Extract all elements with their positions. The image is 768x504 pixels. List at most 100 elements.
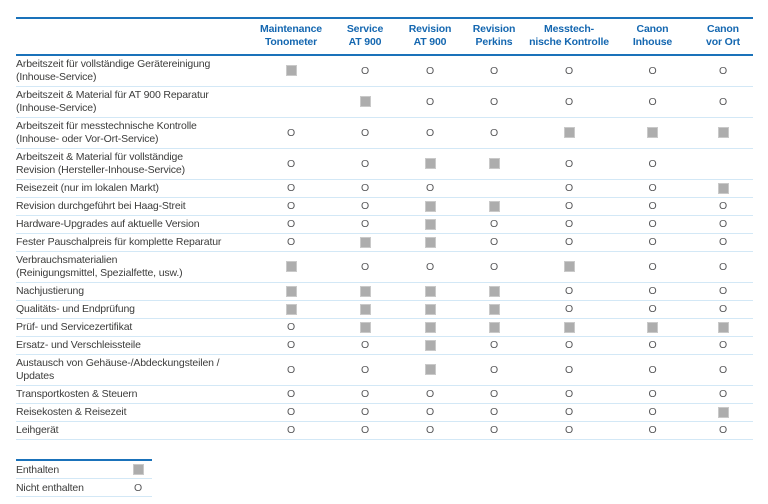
cell xyxy=(462,197,526,216)
not-included-symbol: O xyxy=(693,336,753,355)
cell xyxy=(398,318,462,337)
cell xyxy=(462,282,526,301)
not-included-symbol: O xyxy=(250,421,332,440)
cell xyxy=(462,148,526,180)
not-included-symbol: O xyxy=(250,403,332,422)
not-included-symbol: O xyxy=(462,421,526,440)
included-square-icon xyxy=(285,303,297,315)
included-square-icon xyxy=(359,285,371,297)
not-included-symbol: O xyxy=(693,385,753,404)
corner-cell xyxy=(16,17,250,56)
cell xyxy=(332,282,398,301)
included-square-icon xyxy=(563,127,575,139)
empty-cell xyxy=(462,179,526,198)
table-row: Ersatz- und Verschleissteile O O O O O O xyxy=(16,336,753,355)
table-row: Hardware-Upgrades auf aktuelle Version O O… xyxy=(16,215,753,234)
included-square-icon xyxy=(424,364,436,376)
not-included-symbol: O xyxy=(332,148,398,180)
table-row: Revision durchgeführt bei Haag-Streit O O O… xyxy=(16,197,753,216)
not-included-symbol: O xyxy=(250,336,332,355)
not-included-symbol: O xyxy=(332,336,398,355)
included-square-icon xyxy=(488,158,500,170)
table-row: Leihgerät O O O O O O O xyxy=(16,421,753,440)
not-included-symbol: O xyxy=(526,403,612,422)
not-included-symbol: O xyxy=(693,251,753,283)
included-square-icon xyxy=(717,406,729,418)
not-included-symbol: O xyxy=(526,385,612,404)
row-label: Qualitäts- und Endprüfung xyxy=(16,300,250,319)
empty-cell xyxy=(250,86,332,118)
cell xyxy=(398,336,462,355)
table-body: Arbeitszeit für vollständige Gerätereini… xyxy=(16,55,753,440)
not-included-symbol: O xyxy=(612,251,693,283)
column-header-1: Maintenance Tonometer xyxy=(250,17,332,56)
included-square-icon xyxy=(717,321,729,333)
included-square-icon xyxy=(563,321,575,333)
not-included-symbol: O xyxy=(250,233,332,252)
table-row: Austausch von Gehäuse-/Abdeckungsteilen … xyxy=(16,354,753,386)
not-included-symbol: O xyxy=(612,148,693,180)
not-included-symbol: O xyxy=(612,385,693,404)
included-square-icon xyxy=(424,200,436,212)
column-header-6: Canon Inhouse xyxy=(612,17,693,56)
not-included-symbol: O xyxy=(612,403,693,422)
not-included-symbol: O xyxy=(693,300,753,319)
not-included-symbol: O xyxy=(526,336,612,355)
not-included-symbol: O xyxy=(526,354,612,386)
not-included-symbol: O xyxy=(462,385,526,404)
included-square-icon xyxy=(424,321,436,333)
cell xyxy=(693,318,753,337)
row-label: Austausch von Gehäuse-/Abdeckungsteilen … xyxy=(16,354,250,386)
not-included-symbol: O xyxy=(526,148,612,180)
row-label: Reisezeit (nur im lokalen Markt) xyxy=(16,179,250,198)
column-header-4: Revision Perkins xyxy=(462,17,526,56)
not-included-symbol: O xyxy=(398,421,462,440)
cell xyxy=(398,282,462,301)
table-row: Arbeitszeit & Material für vollständige … xyxy=(16,148,753,180)
not-included-symbol: O xyxy=(250,148,332,180)
included-square-icon xyxy=(359,321,371,333)
row-label: Fester Pauschalpreis für komplette Repar… xyxy=(16,233,250,252)
row-label: Verbrauchsmaterialien (Reinigungsmittel,… xyxy=(16,251,250,283)
row-label: Arbeitszeit & Material für AT 900 Repara… xyxy=(16,86,250,118)
cell xyxy=(693,117,753,149)
cell xyxy=(398,148,462,180)
not-included-symbol: O xyxy=(332,117,398,149)
not-included-symbol: O xyxy=(612,421,693,440)
cell xyxy=(612,318,693,337)
cell xyxy=(526,251,612,283)
included-square-icon xyxy=(424,339,436,351)
not-included-symbol: O xyxy=(693,421,753,440)
included-square-icon xyxy=(424,236,436,248)
not-included-symbol: O xyxy=(612,197,693,216)
not-included-symbol: O xyxy=(398,385,462,404)
cell xyxy=(693,403,753,422)
cell xyxy=(526,318,612,337)
not-included-symbol: O xyxy=(462,251,526,283)
row-label: Arbeitszeit für vollständige Gerätereini… xyxy=(16,55,250,87)
cell xyxy=(250,251,332,283)
cell xyxy=(250,282,332,301)
not-included-symbol: O xyxy=(612,282,693,301)
row-label: Arbeitszeit & Material für vollständige … xyxy=(16,148,250,180)
cell xyxy=(612,117,693,149)
legend-label: Nicht enthalten xyxy=(16,481,84,494)
table-row: Qualitäts- und Endprüfung O O O xyxy=(16,300,753,319)
not-included-symbol: O xyxy=(250,197,332,216)
included-square-icon xyxy=(424,285,436,297)
not-included-symbol: O xyxy=(526,300,612,319)
row-label: Revision durchgeführt bei Haag-Streit xyxy=(16,197,250,216)
not-included-symbol: O xyxy=(612,300,693,319)
row-label: Reisekosten & Reisezeit xyxy=(16,403,250,422)
table-row: Arbeitszeit für messtechnische Kontrolle… xyxy=(16,117,753,149)
table-row: Arbeitszeit für vollständige Gerätereini… xyxy=(16,55,753,87)
included-square-icon xyxy=(359,303,371,315)
service-comparison-table: Maintenance Tonometer Service AT 900 Revis… xyxy=(16,17,753,440)
table-row: Verbrauchsmaterialien (Reinigungsmittel,… xyxy=(16,251,753,283)
included-square-icon xyxy=(563,261,575,273)
row-label: Leihgerät xyxy=(16,421,250,440)
not-included-symbol: O xyxy=(332,251,398,283)
not-included-symbol: O xyxy=(332,197,398,216)
not-included-symbol: O xyxy=(462,55,526,87)
